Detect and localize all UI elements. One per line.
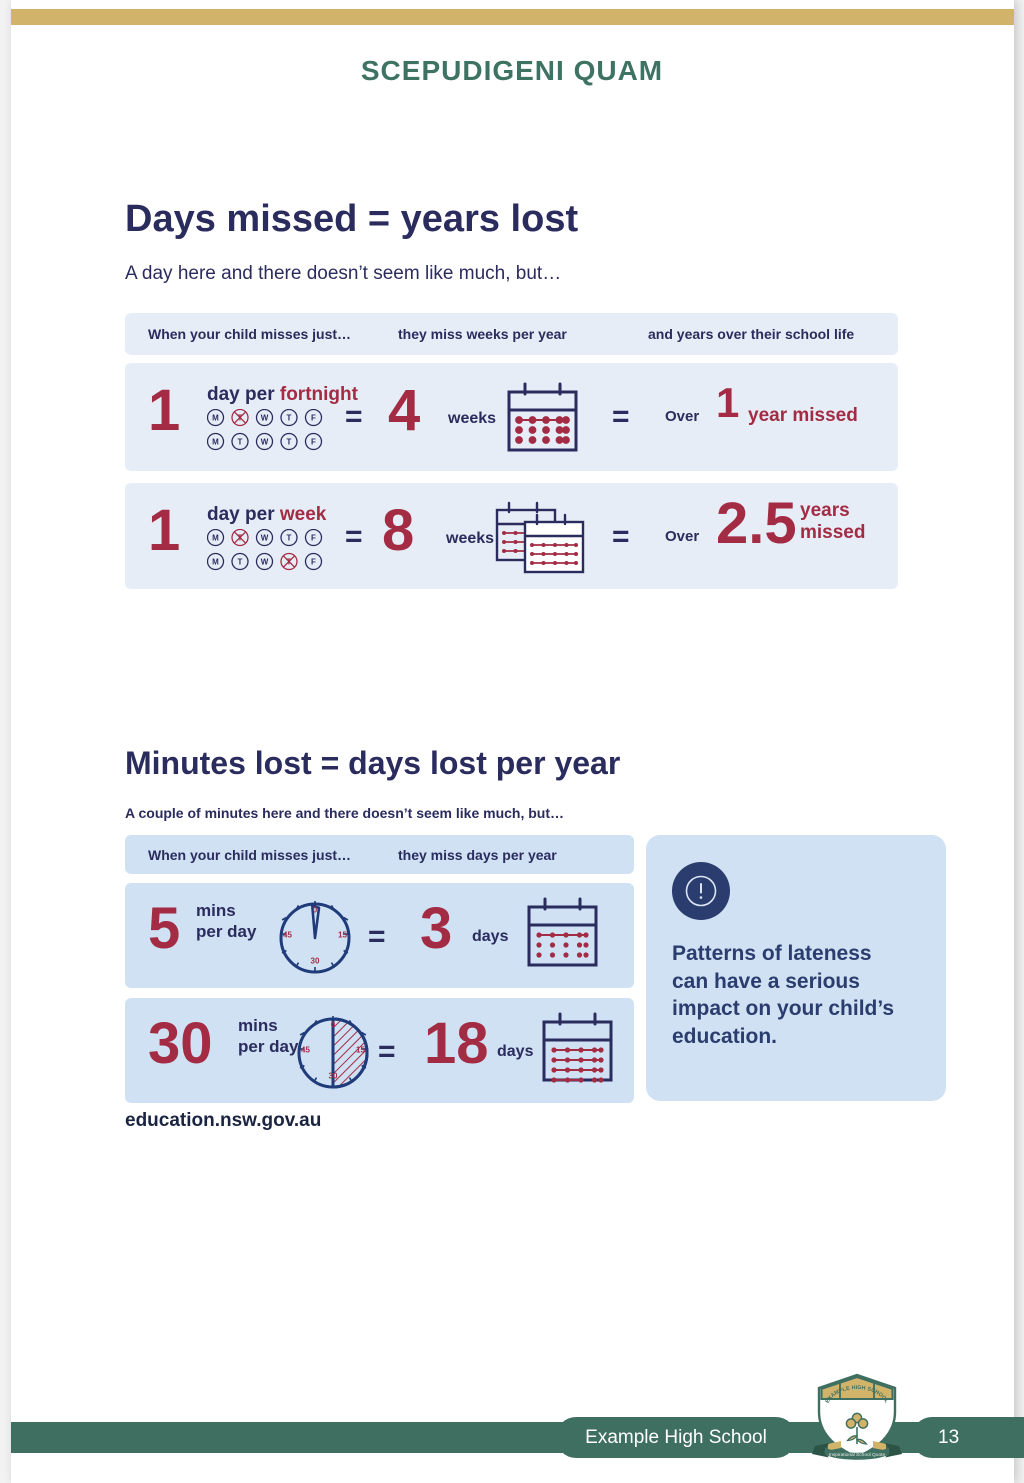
- svg-text:W: W: [261, 533, 269, 542]
- svg-text:Inspirational School Quote: Inspirational School Quote: [829, 1452, 886, 1458]
- svg-text:15: 15: [356, 1046, 365, 1055]
- svg-text:F: F: [311, 437, 316, 446]
- svg-text:W: W: [261, 437, 269, 446]
- svg-text:F: F: [311, 533, 316, 542]
- svg-text:30: 30: [311, 957, 320, 966]
- svg-text:M: M: [212, 437, 219, 446]
- svg-text:0: 0: [331, 1021, 336, 1030]
- svg-text:15: 15: [338, 931, 347, 940]
- svg-text:F: F: [311, 557, 316, 566]
- svg-text:W: W: [261, 413, 269, 422]
- svg-text:T: T: [238, 557, 243, 566]
- svg-text:0: 0: [313, 906, 318, 915]
- svg-text:M: M: [212, 533, 219, 542]
- svg-text:F: F: [311, 413, 316, 422]
- svg-text:W: W: [261, 557, 269, 566]
- svg-text:T: T: [238, 437, 243, 446]
- svg-text:45: 45: [301, 1046, 310, 1055]
- svg-text:T: T: [287, 437, 292, 446]
- svg-text:T: T: [287, 413, 292, 422]
- svg-text:M: M: [212, 557, 219, 566]
- svg-text:30: 30: [329, 1072, 338, 1081]
- svg-text:T: T: [287, 533, 292, 542]
- svg-text:45: 45: [283, 931, 292, 940]
- svg-text:M: M: [212, 413, 219, 422]
